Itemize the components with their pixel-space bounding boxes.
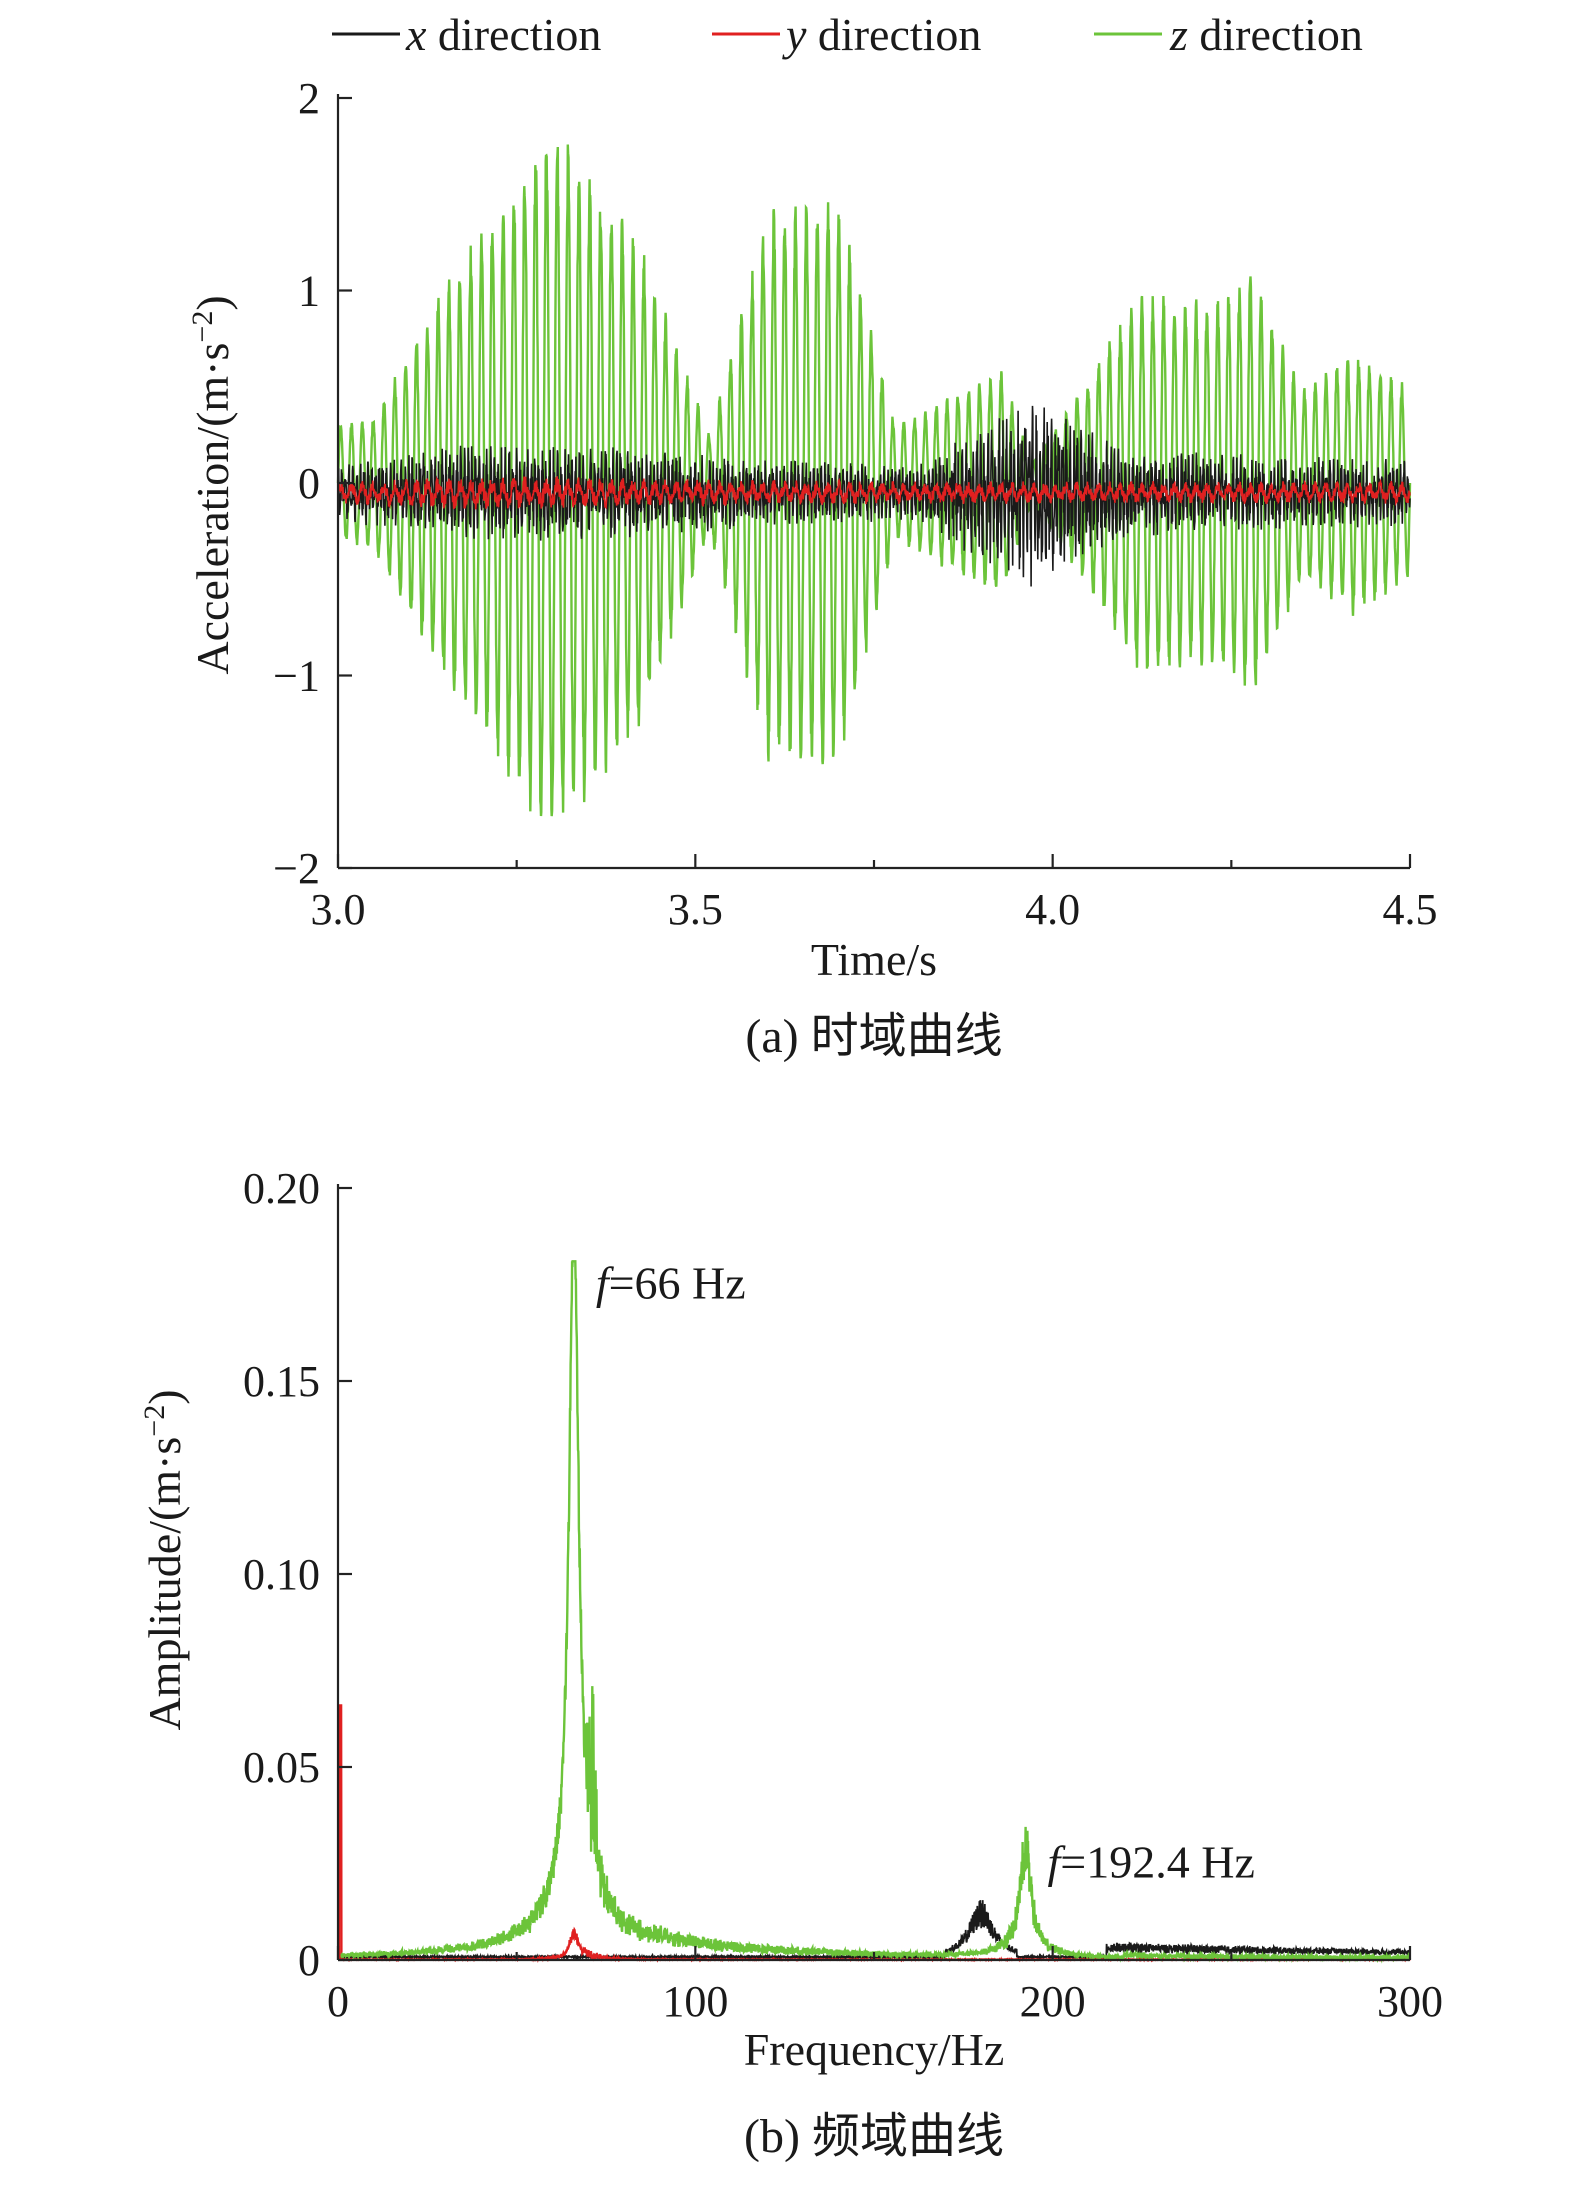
- freq-caption: (b) 频域曲线: [744, 2110, 1004, 2163]
- legend-label-y: y direction: [782, 9, 981, 60]
- legend-item-z: z direction: [1094, 9, 1363, 60]
- legend-item-x: x direction: [332, 9, 601, 60]
- legend-label-x: x direction: [405, 9, 601, 60]
- time-axes: 3.0 3.5 4.0 4.5 2 1 0 −1 −2: [273, 74, 1437, 934]
- freq-x-tick-label: 100: [662, 1977, 728, 2026]
- freq-x-tick-label: 200: [1020, 1977, 1086, 2026]
- freq-y-axis-label: Amplitude/(m·s−2): [138, 1389, 191, 1730]
- freq-y-tick-label: 0.20: [243, 1164, 320, 1213]
- freq-y-tick-label: 0.10: [243, 1550, 320, 1599]
- legend-label-z: z direction: [1169, 9, 1363, 60]
- freq-y-tick-label: 0: [298, 1936, 320, 1985]
- time-x-axis-label: Time/s: [811, 934, 937, 985]
- time-x-tick-label: 3.5: [668, 885, 723, 934]
- freq-y-tick-label: 0.05: [243, 1743, 320, 1792]
- legend: x direction y direction z direction: [332, 9, 1363, 60]
- freq-axes: 0 100 200 300 0.20 0.15 0.10 0.05 0: [243, 1164, 1443, 2026]
- freq-x-tick-label: 0: [327, 1977, 349, 2026]
- annotation-192hz: f=192.4 Hz: [1048, 1837, 1255, 1888]
- legend-item-y: y direction: [712, 9, 981, 60]
- spectrum-line-x: [337, 1900, 1411, 1962]
- freq-x-axis-label: Frequency/Hz: [744, 2024, 1005, 2075]
- freq-x-tick-label: 300: [1377, 1977, 1443, 2026]
- time-x-tick-label: 4.5: [1383, 885, 1438, 934]
- time-x-tick-label: 3.0: [311, 885, 366, 934]
- time-domain-chart: 3.0 3.5 4.0 4.5 2 1 0 −1 −2 Time/s Acceleration/…: [186, 74, 1438, 1063]
- time-caption: (a) 时域曲线: [745, 1010, 1002, 1063]
- annotation-66hz: f=66 Hz: [596, 1258, 746, 1309]
- time-series-group: [336, 144, 1412, 817]
- time-y-axis-label: Acceleration/(m·s−2): [186, 295, 239, 674]
- time-y-tick-label: 1: [298, 267, 320, 316]
- frequency-domain-chart: 0 100 200 300 0.20 0.15 0.10 0.05 0 f=66 Hz f=19…: [138, 1164, 1444, 2163]
- time-y-tick-label: −1: [273, 652, 320, 701]
- time-x-tick-label: 4.0: [1025, 885, 1080, 934]
- time-y-tick-label: 2: [298, 74, 320, 123]
- time-y-tick-label: 0: [298, 459, 320, 508]
- time-y-tick-label: −2: [273, 844, 320, 893]
- freq-y-tick-label: 0.15: [243, 1357, 320, 1406]
- spectrum-line-y: [338, 1704, 1411, 1964]
- series-line-y: [337, 476, 1411, 510]
